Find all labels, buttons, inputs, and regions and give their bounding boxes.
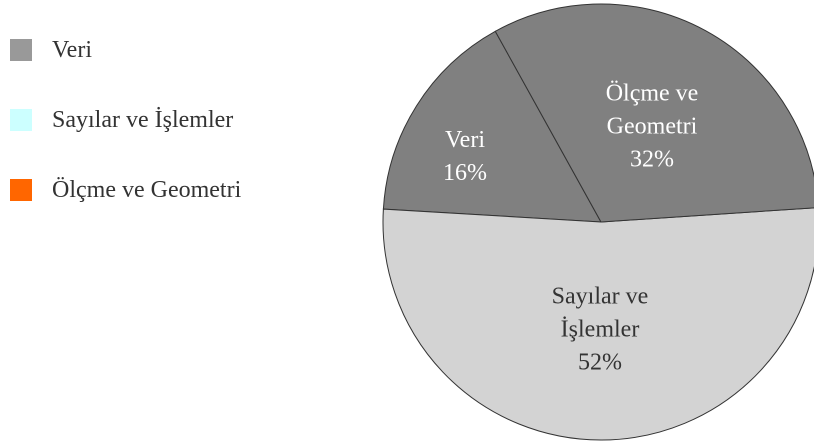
slice-name: Ölçme ve Geometri (605, 80, 699, 140)
legend-label: Veri (52, 37, 92, 63)
legend-label: Sayılar ve İşlemler (52, 107, 234, 133)
legend-swatch (10, 39, 32, 61)
slice-value: 52% (578, 349, 622, 376)
legend-label: Ölçme ve Geometri (52, 177, 242, 203)
slice-label: Sayılar ve İşlemler 52% (545, 281, 655, 380)
legend-swatch (10, 179, 32, 201)
pie-slice (382, 30, 602, 223)
slice-name: Sayılar ve İşlemler (551, 283, 649, 343)
slice-value: 16% (443, 160, 487, 186)
slice-label: Veri 16% (435, 124, 495, 190)
pie-slice (382, 207, 814, 441)
legend-swatch (10, 109, 32, 131)
slice-label: Ölçme ve Geometri 32% (587, 78, 717, 177)
pie-slice (494, 3, 814, 223)
slice-value: 32% (630, 146, 674, 173)
slice-name: Veri (445, 127, 485, 153)
